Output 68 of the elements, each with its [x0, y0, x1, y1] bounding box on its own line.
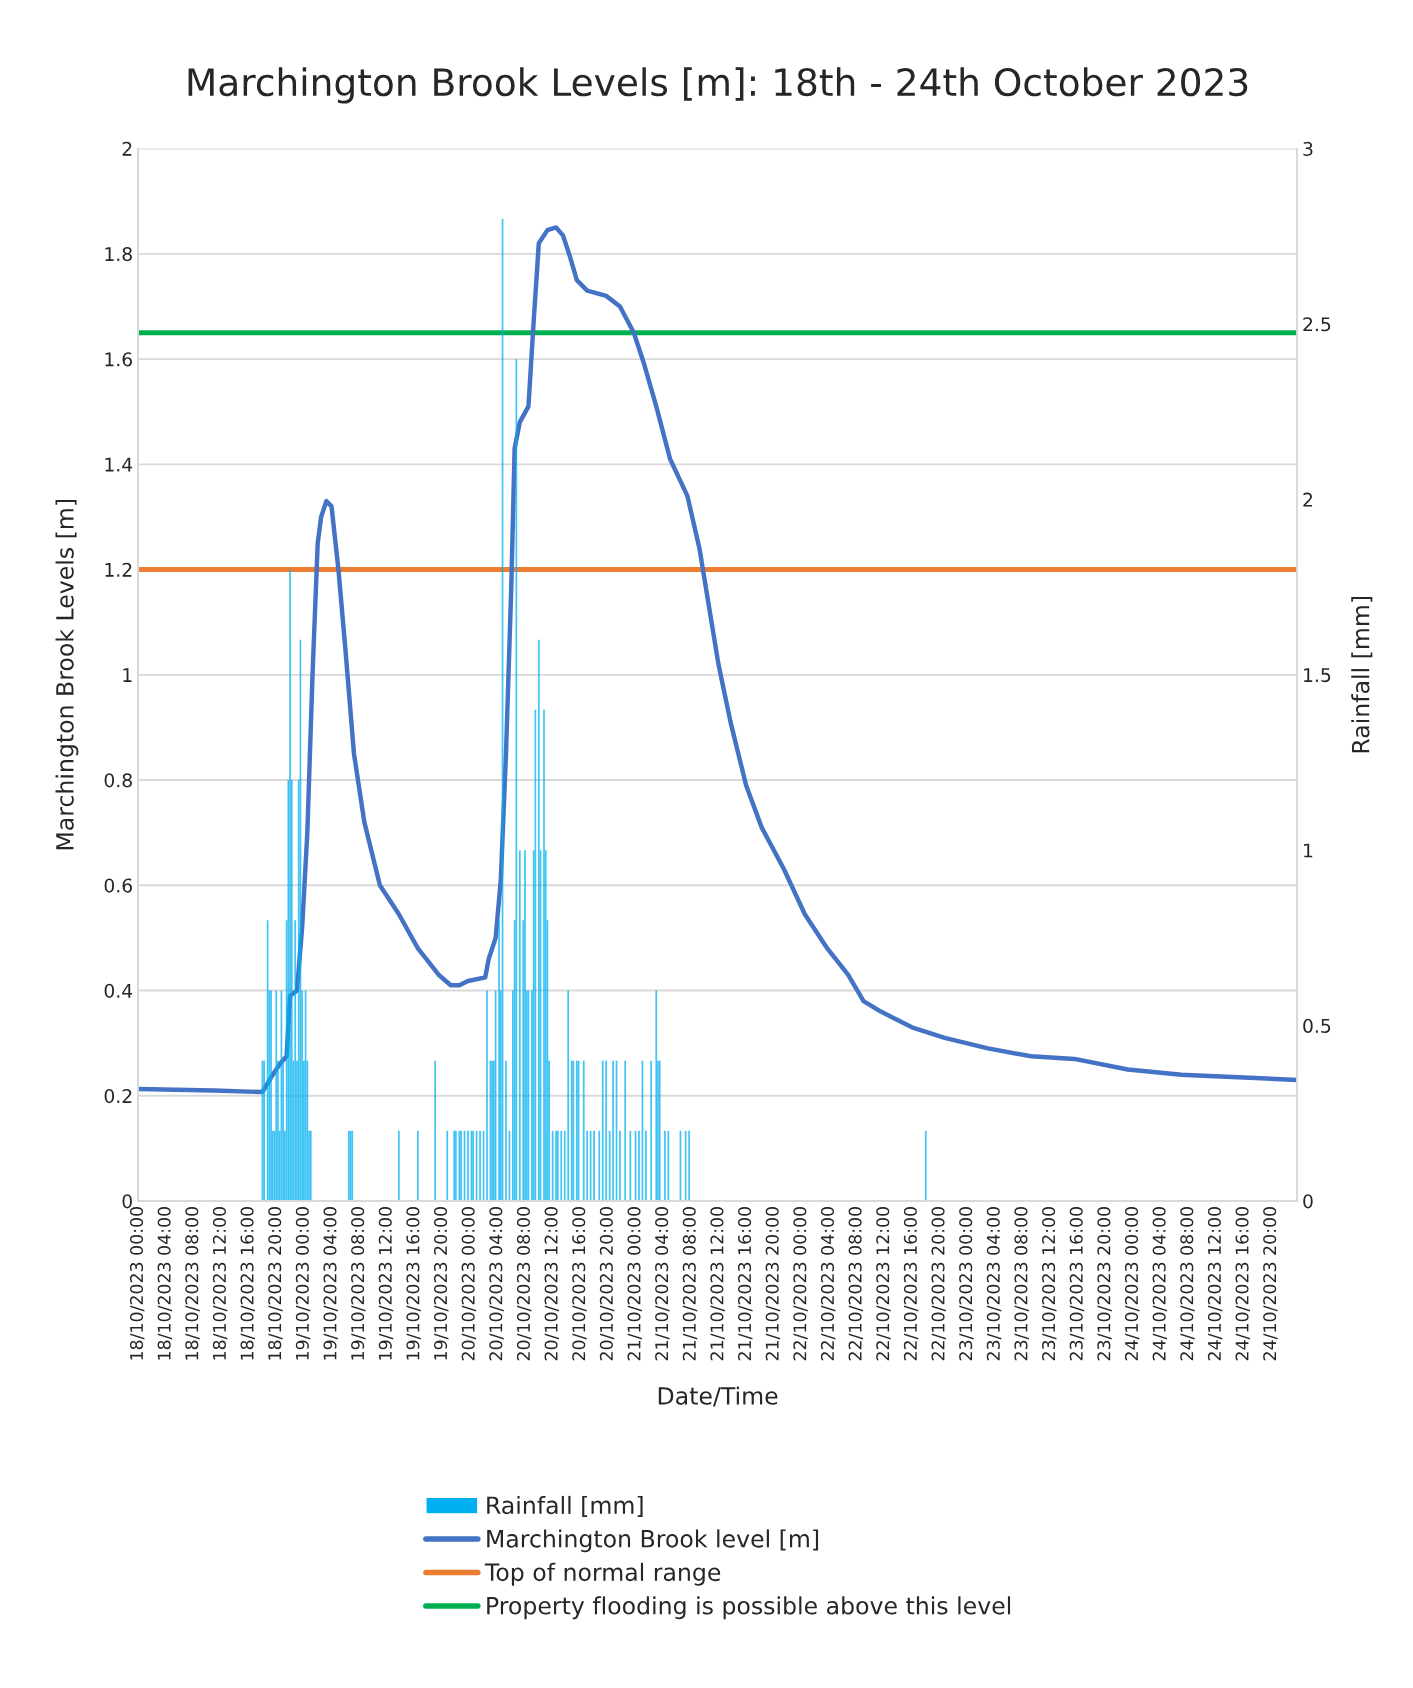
x-tick-label: 18/10/2023 20:00	[268, 1207, 283, 1360]
x-tick-label: 19/10/2023 00:00	[295, 1207, 311, 1360]
y-tick-label: 2	[122, 141, 132, 156]
chart-title: Marchington Brook Levels [m]: 18th - 24th October 2023	[188, 67, 1248, 104]
x-tick-label: 21/10/2023 20:00	[765, 1207, 781, 1361]
y-tick-label: 1.4	[105, 457, 133, 472]
x-tick-label: 21/10/2023 08:00	[682, 1207, 698, 1361]
x-tick-label: 23/10/2023 00:00	[959, 1207, 974, 1361]
y-tick-label: 0.4	[104, 983, 133, 998]
y2-tick-label: 1.5	[1304, 668, 1331, 683]
x-tick-label: 23/10/2023 20:00	[1097, 1207, 1112, 1361]
y2-tick-label: 3	[1303, 141, 1313, 156]
x-tick-label: 19/10/2023 20:00	[433, 1207, 449, 1360]
x-tick-label: 21/10/2023 04:00	[655, 1207, 670, 1361]
y2-tick-label: 0.5	[1303, 1018, 1331, 1033]
x-tick-label: 22/10/2023 20:00	[931, 1207, 946, 1361]
y2-tick-label: 0	[1303, 1194, 1313, 1209]
x-tick-label: 22/10/2023 00:00	[793, 1207, 808, 1361]
x-tick-label: 21/10/2023 00:00	[627, 1207, 642, 1361]
x-tick-label: 21/10/2023 16:00	[738, 1207, 753, 1361]
x-tick-label: 23/10/2023 16:00	[1069, 1207, 1085, 1361]
y2-axis-title: Rainfall [mm]	[1351, 596, 1373, 753]
x-tick-label: 24/10/2023 16:00	[1235, 1207, 1250, 1361]
x-tick-label: 24/10/2023 00:00	[1124, 1207, 1140, 1361]
y-tick-label: 1.2	[105, 562, 132, 577]
x-tick-label: 20/10/2023 04:00	[489, 1207, 504, 1361]
y-tick-label: 0	[122, 1194, 132, 1209]
x-tick-label: 23/10/2023 04:00	[986, 1207, 1002, 1361]
x-tick-label: 24/10/2023 08:00	[1180, 1207, 1195, 1361]
x-tick-label: 18/10/2023 12:00	[212, 1207, 228, 1360]
x-tick-label: 20/10/2023 20:00	[599, 1207, 615, 1361]
x-tick-label: 24/10/2023 20:00	[1263, 1207, 1278, 1361]
x-tick-label: 20/10/2023 12:00	[544, 1207, 560, 1361]
y-tick-label: 1.8	[105, 247, 132, 262]
x-tick-label: 24/10/2023 04:00	[1152, 1207, 1168, 1361]
x-tick-label: 21/10/2023 12:00	[710, 1207, 725, 1361]
x-tick-label: 18/10/2023 04:00	[157, 1207, 173, 1360]
x-tick-label: 22/10/2023 04:00	[820, 1207, 836, 1361]
x-tick-label: 19/10/2023 08:00	[351, 1207, 366, 1360]
x-tick-label: 23/10/2023 12:00	[1042, 1207, 1057, 1361]
y-tick-label: 0.2	[104, 1088, 132, 1104]
x-tick-label: 23/10/2023 08:00	[1014, 1207, 1029, 1361]
y-tick-label: 0.6	[104, 878, 133, 893]
y-tick-label: 0.8	[104, 773, 132, 788]
x-tick-label: 19/10/2023 16:00	[406, 1207, 421, 1360]
x-tick-label: 18/10/2023 08:00	[185, 1207, 200, 1360]
x-tick-label: 19/10/2023 12:00	[378, 1207, 394, 1360]
y2-tick-label: 2	[1303, 492, 1313, 507]
x-tick-label: 22/10/2023 12:00	[876, 1207, 891, 1361]
x-tick-label: 18/10/2023 16:00	[240, 1207, 256, 1360]
x-tick-label: 22/10/2023 16:00	[903, 1207, 919, 1361]
x-tick-label: 20/10/2023 08:00	[516, 1207, 532, 1361]
legend-label: Top of normal range	[484, 1562, 721, 1586]
x-tick-label: 18/10/2023 00:00	[129, 1207, 145, 1360]
x-tick-label: 20/10/2023 00:00	[461, 1207, 477, 1361]
legend-label: Property flooding is possible above this level	[487, 1596, 1011, 1620]
y-tick-label: 1	[123, 668, 132, 682]
legend-label: Rainfall [mm]	[487, 1495, 643, 1517]
y-tick-label: 1.6	[105, 352, 133, 367]
y-axis-title: Marchington Brook Levels [m]	[55, 499, 79, 850]
y2-tick-label: 2.5	[1303, 317, 1331, 332]
legend-label: Marchington Brook level [m]	[487, 1529, 819, 1553]
x-tick-label: 22/10/2023 08:00	[848, 1207, 864, 1361]
x-tick-label: 19/10/2023 04:00	[323, 1207, 338, 1360]
x-tick-label: 20/10/2023 16:00	[572, 1207, 587, 1361]
x-tick-label: 24/10/2023 12:00	[1207, 1207, 1223, 1361]
x-axis-title: Date/Time	[658, 1386, 778, 1407]
y2-tick-label: 1	[1304, 843, 1313, 858]
